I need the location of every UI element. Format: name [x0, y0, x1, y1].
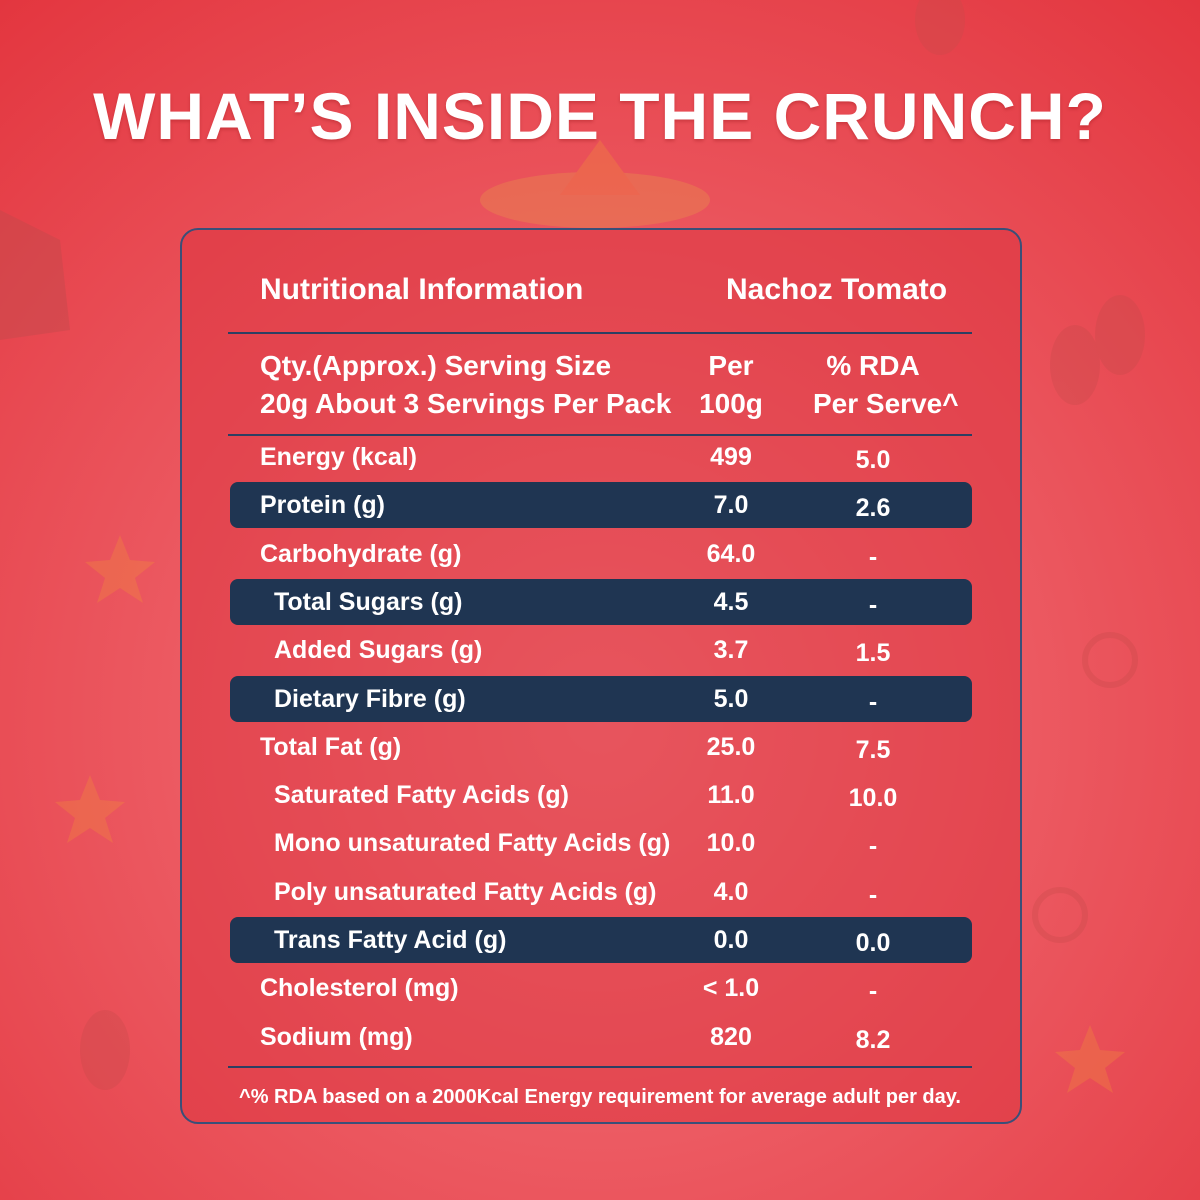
per-100g-value: 0.0: [713, 926, 749, 954]
nutrient-name: Dietary Fibre (g): [274, 684, 466, 713]
per-100g-value: 4.0: [713, 877, 749, 906]
per-100g-value: 11.0: [707, 781, 755, 810]
per-100g-value: 10.0: [706, 829, 756, 858]
divider: [228, 1066, 972, 1068]
rda-value: 10.0: [848, 784, 898, 813]
nutrient-name: Energy (kcal): [260, 443, 418, 471]
per-100g-value: 25.0: [706, 732, 756, 761]
per-100g-value: 7.0: [713, 491, 749, 520]
rda-value: 0.0: [855, 929, 891, 957]
nutrient-name: Added Sugars (g): [274, 636, 483, 665]
table-heading: Nutritional Information: [260, 273, 584, 306]
row-highlight: [230, 675, 972, 722]
rda-value: 5.0: [855, 446, 891, 474]
rda-value: 7.5: [855, 735, 891, 764]
rda-value: 8.2: [855, 1025, 891, 1054]
divider: [228, 434, 972, 436]
nutrient-name: Poly unsaturated Fatty Acids (g): [274, 877, 657, 906]
page-title: WHAT’S INSIDE THE CRUNCH?: [93, 79, 1107, 153]
row-highlight: [230, 917, 972, 963]
nutrient-name: Protein (g): [260, 491, 385, 520]
per-100g-value: 820: [710, 1022, 752, 1051]
serving-line: Qty.(Approx.) Serving Size: [260, 350, 612, 382]
rda-value: -: [868, 687, 878, 716]
column-header: 100g: [699, 388, 763, 420]
nutrient-name: Total Sugars (g): [274, 587, 463, 616]
column-header: Per Serve^: [813, 388, 959, 420]
divider: [228, 332, 972, 334]
footnote: ^% RDA based on a 2000Kcal Energy requir…: [239, 1086, 961, 1108]
per-100g-value: 4.5: [713, 587, 749, 616]
nutrient-name: Saturated Fatty Acids (g): [274, 781, 569, 810]
rda-value: -: [868, 832, 878, 861]
nutrient-name: Carbohydrate (g): [260, 539, 462, 568]
rda-value: 1.5: [855, 639, 891, 668]
per-100g-value: 499: [710, 443, 752, 471]
nutrient-name: Trans Fatty Acid (g): [274, 926, 507, 954]
nutrient-name: Cholesterol (mg): [260, 974, 459, 1003]
rda-value: -: [868, 590, 878, 619]
column-header: % RDA: [826, 350, 920, 382]
rda-value: 2.6: [855, 494, 891, 523]
column-header: Per: [708, 350, 754, 382]
per-100g-value: 5.0: [713, 684, 749, 713]
rda-value: -: [868, 880, 878, 909]
per-100g-value: 3.7: [713, 636, 749, 665]
row-highlight: [230, 482, 972, 529]
nutrient-name: Sodium (mg): [260, 1022, 413, 1051]
nutrient-name: Total Fat (g): [260, 732, 402, 761]
per-100g-value: 64.0: [706, 539, 756, 568]
serving-line: 20g About 3 Servings Per Pack: [260, 388, 672, 420]
per-100g-value: < 1.0: [702, 974, 760, 1003]
row-highlight: [230, 578, 972, 625]
nutrient-name: Mono unsaturated Fatty Acids (g): [274, 829, 671, 858]
rda-value: -: [868, 542, 878, 571]
product-name: Nachoz Tomato: [726, 273, 948, 306]
rda-value: -: [868, 977, 878, 1006]
